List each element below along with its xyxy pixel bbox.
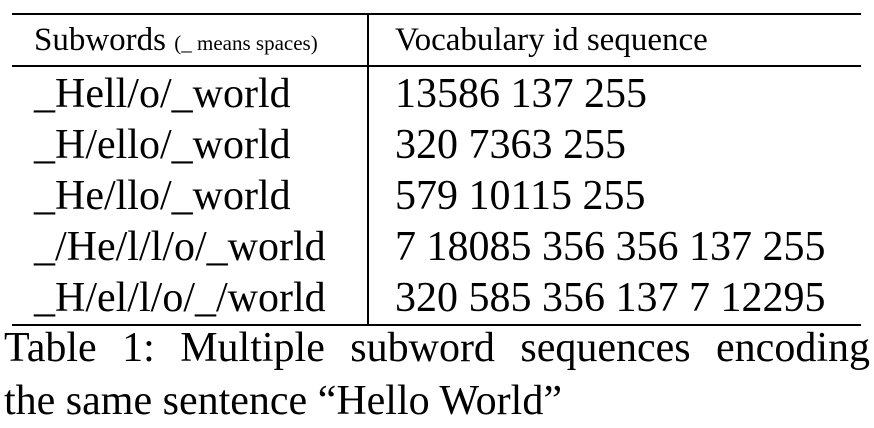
id-sequence-cell: 320 7363 255 [395,122,626,168]
subword-table-container: Subwords (_ means spaces) Vocabulary id … [12,13,861,326]
id-sequence-cell: 320 585 356 137 7 12295 [395,275,826,321]
id-sequence-cell: 13586 137 255 [395,71,647,117]
subword-cell: _Hell/o/_world [12,66,369,120]
header-vocab-ids: Vocabulary id sequence [395,21,708,58]
table-row: _H/ello/_world 320 7363 255 [12,120,861,171]
subword-cell: _/He/l/l/o/_world [12,222,369,273]
subword-cell: _H/el/l/o/_/world [12,273,369,325]
table-row: _He/llo/_world 579 10115 255 [12,171,861,222]
table-header-row: Subwords (_ means spaces) Vocabulary id … [12,14,861,66]
subword-cell: _He/llo/_world [12,171,369,222]
table-row: _/He/l/l/o/_world 7 18085 356 356 137 25… [12,222,861,273]
id-sequence-cell: 579 10115 255 [395,173,646,219]
id-sequence-cell: 7 18085 356 356 137 255 [395,224,826,270]
table-row: _Hell/o/_world 13586 137 255 [12,66,861,120]
table-row: _H/el/l/o/_/world 320 585 356 137 7 1229… [12,273,861,325]
caption-line-1: Table 1: Multiple subword sequences enco… [4,325,870,371]
header-subwords: Subwords (_ means spaces) [12,14,369,66]
header-subwords-note: (_ means spaces) [174,30,318,55]
subword-table: Subwords (_ means spaces) Vocabulary id … [12,13,861,326]
table-caption: Table 1: Multiple subword sequences enco… [4,322,870,428]
caption-line-2: the same sentence “Hello World” [4,378,562,424]
subword-cell: _H/ello/_world [12,120,369,171]
header-subwords-label: Subwords [34,21,167,58]
